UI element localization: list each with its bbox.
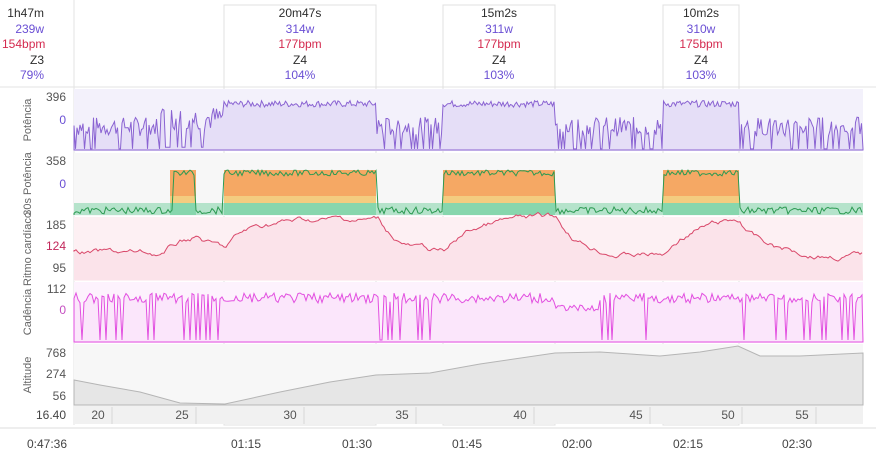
- summary-zone: Z3: [29, 52, 44, 67]
- altitude-max-tick: 768: [46, 346, 66, 360]
- interval-duration: 10m2s: [682, 6, 720, 20]
- time-tick-label: 02:15: [672, 437, 704, 451]
- interval-zone: Z4: [693, 52, 708, 67]
- time-start-label: 0:47:36: [26, 437, 68, 451]
- zone-band: [663, 196, 739, 203]
- hr-max-tick: 185: [46, 218, 66, 232]
- distance-axis-bg: [74, 406, 863, 424]
- distance-tick-label: 45: [629, 408, 643, 422]
- time-tick-label: 01:15: [230, 437, 262, 451]
- hr-mid-tick: 124: [46, 239, 66, 253]
- altitude-mid-tick: 274: [46, 367, 66, 381]
- smooth-power-line: [73, 168, 863, 216]
- interval-power: 314w: [285, 21, 315, 36]
- interval-zone: Z4: [292, 52, 307, 67]
- interval-pct: 104%: [284, 68, 316, 82]
- cadence-max-tick: 112: [47, 282, 66, 296]
- interval-1-stats[interactable]: 20m47s 314w 177bpm Z4 104%: [225, 6, 375, 84]
- distance-tick-label: 35: [395, 408, 409, 422]
- smooth-power-max-tick: 358: [46, 154, 66, 168]
- summary-duration: 1h47m: [7, 6, 44, 20]
- zone-band: [443, 170, 555, 196]
- interval-duration: 20m47s: [278, 6, 322, 20]
- interval-3-stats[interactable]: 10m2s 310w 175bpm Z4 103%: [664, 6, 738, 84]
- time-tick-label: 01:45: [451, 437, 483, 451]
- cadence-panel-label: Cadência: [22, 288, 34, 335]
- hr-panel-label: Ritmo cardíaco: [22, 212, 34, 286]
- altitude-min-tick: 56: [53, 389, 67, 403]
- distance-tick-label: 40: [513, 408, 527, 422]
- power-zero-tick: 0: [59, 113, 66, 127]
- interval-pct: 103%: [483, 68, 515, 82]
- interval-hr: 175bpm: [679, 37, 723, 51]
- activity-plot[interactable]: Potência 30s Potência Ritmo cardíaco Cad…: [0, 0, 876, 430]
- smooth-power-panel-label: 30s Potência: [22, 151, 34, 215]
- cadence-series: [73, 291, 864, 343]
- zone-band: [443, 196, 555, 203]
- zone-band-base: [74, 203, 863, 215]
- zone-band: [224, 170, 376, 196]
- time-tick-label: 02:00: [561, 437, 593, 451]
- distance-tick-label: 30: [283, 408, 297, 422]
- smooth-power-series: [73, 168, 863, 216]
- cadence-line: [73, 291, 864, 343]
- distance-axis: 20 25 30 35 40 45 50 55: [91, 407, 817, 424]
- zone-band: [170, 196, 196, 203]
- interval-power: 310w: [686, 21, 716, 36]
- zone-band: [224, 196, 376, 203]
- smooth-power-zero-tick: 0: [59, 177, 66, 191]
- summary-stats: 1h47m 239w 154bpm Z3 79%: [2, 6, 46, 84]
- power-panel-label: Potência: [22, 98, 34, 142]
- interval-pct: 103%: [685, 68, 717, 82]
- hr-line: [73, 211, 863, 262]
- summary-hr: 154bpm: [2, 37, 46, 51]
- interval-2-stats[interactable]: 15m2s 311w 177bpm Z4 103%: [444, 6, 554, 84]
- interval-power: 311w: [485, 21, 513, 36]
- altitude-panel-label: Altitude: [22, 357, 34, 394]
- interval-zone: Z4: [491, 52, 506, 67]
- interval-hr: 177bpm: [477, 37, 521, 51]
- distance-tick-label: 25: [175, 408, 189, 422]
- cadence-zero-tick: 0: [59, 303, 66, 317]
- interval-hr: 177bpm: [278, 37, 322, 51]
- distance-tick-label: 55: [795, 408, 809, 422]
- interval-duration: 15m2s: [480, 6, 518, 20]
- hr-series: [73, 211, 863, 280]
- distance-tick-label: 50: [721, 408, 735, 422]
- distance-tick-label: 20: [91, 408, 105, 422]
- power-series: [73, 99, 864, 151]
- time-tick-label: 01:30: [341, 437, 373, 451]
- hr-min-tick: 95: [53, 261, 67, 275]
- summary-power: 239w: [15, 21, 44, 36]
- time-tick-label: 02:30: [781, 437, 813, 451]
- power-line: [73, 99, 864, 151]
- time-axis: 0:47:36 01:15 01:30 01:45 02:00 02:15 02:30: [0, 430, 876, 458]
- power-max-tick: 396: [46, 90, 66, 104]
- hr-area: [74, 212, 863, 280]
- summary-pct: 79%: [19, 68, 44, 82]
- altitude-area: [73, 345, 864, 406]
- altitude-series: [73, 345, 864, 406]
- distance-start-label: 16.40: [36, 408, 66, 422]
